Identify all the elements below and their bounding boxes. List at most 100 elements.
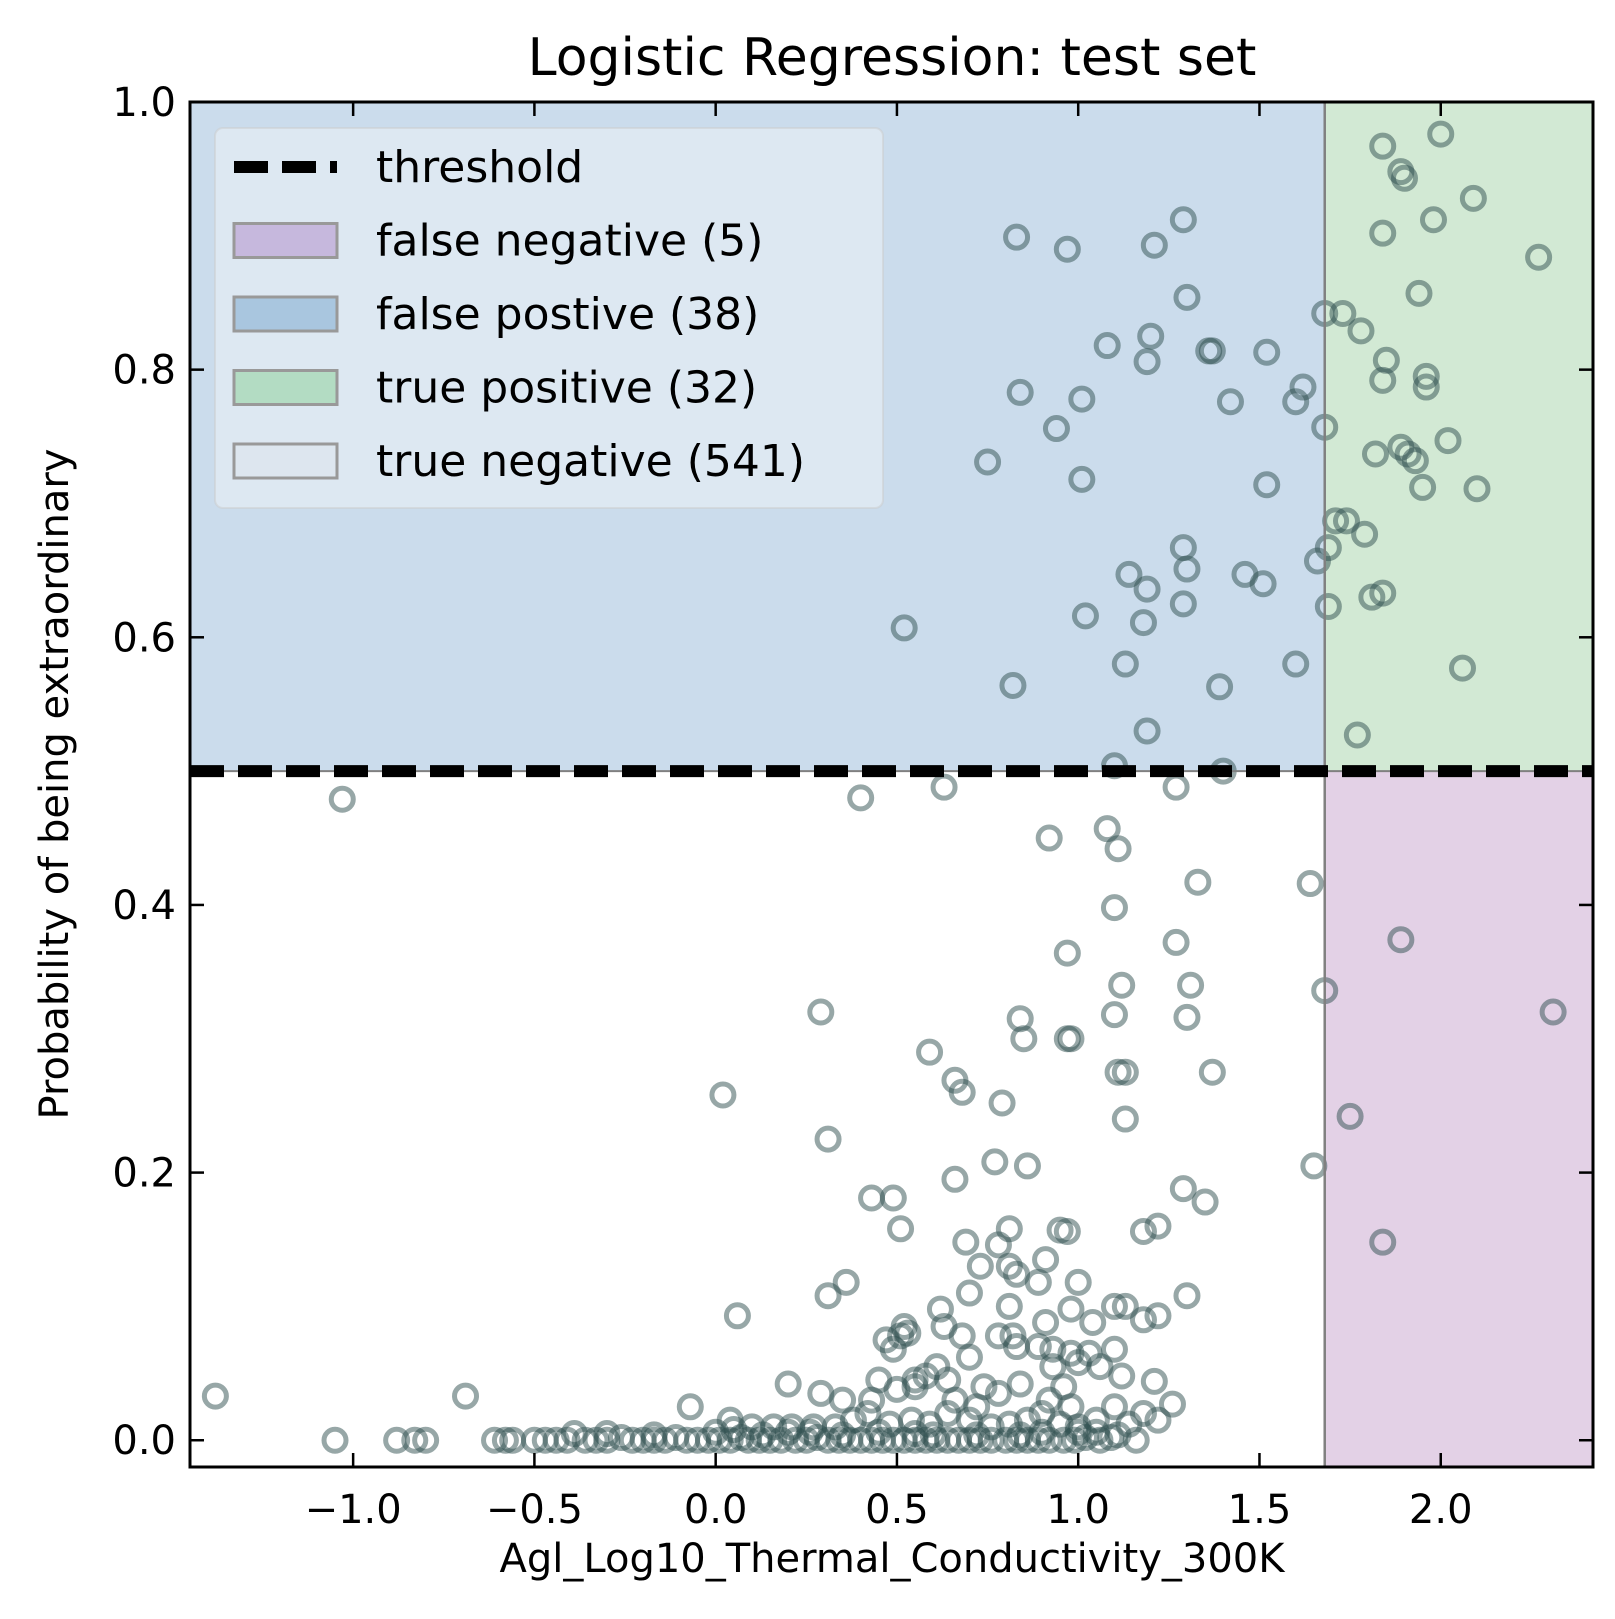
data-point <box>1463 475 1491 503</box>
data-point <box>948 1078 976 1106</box>
legend-swatch <box>232 442 339 480</box>
data-point <box>1206 673 1234 701</box>
data-point <box>1390 164 1418 192</box>
data-point <box>955 1279 983 1307</box>
legend-label: false negative (5) <box>376 216 763 267</box>
y-tick-label: 0.0 <box>112 1418 176 1464</box>
legend-label: threshold <box>376 142 583 193</box>
data-point <box>1006 1370 1034 1398</box>
data-point <box>1057 1025 1085 1053</box>
data-point <box>1100 1292 1128 1320</box>
data-point <box>1198 337 1226 365</box>
data-point <box>858 1386 886 1414</box>
data-point <box>640 1421 668 1449</box>
data-point <box>709 1081 737 1109</box>
data-point <box>1100 1001 1128 1029</box>
legend-label: false postive (38) <box>376 289 759 340</box>
data-point <box>1100 894 1128 922</box>
data-point <box>1111 1058 1139 1086</box>
data-point <box>963 1393 991 1421</box>
legend: threshold false negative (5) false postive… <box>214 127 884 509</box>
data-point <box>553 1426 581 1454</box>
data-point <box>1394 440 1422 468</box>
data-point <box>1158 1390 1186 1418</box>
data-point <box>1100 1335 1128 1363</box>
data-point <box>1068 465 1096 493</box>
data-point <box>984 1231 1012 1259</box>
data-point <box>974 448 1002 476</box>
x-axis-ticks: −1.0 −0.5 0.0 0.5 1.0 1.5 2.0 <box>305 102 1473 1533</box>
data-point <box>1216 388 1244 416</box>
data-point <box>1144 1302 1172 1330</box>
data-point <box>1035 824 1063 852</box>
data-point <box>383 1426 411 1454</box>
data-point <box>676 1393 704 1421</box>
data-point <box>401 1426 429 1454</box>
data-point <box>1053 235 1081 263</box>
data-point <box>916 1038 944 1066</box>
data-point <box>702 1418 730 1446</box>
data-point <box>1064 1349 1092 1377</box>
data-point <box>1459 184 1487 212</box>
x-tick-label: 0.0 <box>684 1487 748 1533</box>
data-point <box>1296 870 1324 898</box>
chart-title: Logistic Regression: test set <box>528 28 1257 88</box>
data-point <box>1173 1003 1201 1031</box>
data-point <box>1169 1175 1197 1203</box>
data-point <box>941 1165 969 1193</box>
data-point <box>1071 602 1099 630</box>
data-point <box>1042 415 1070 443</box>
data-point <box>1108 1362 1136 1390</box>
data-point <box>1093 815 1121 843</box>
data-point <box>1332 507 1360 535</box>
data-point <box>1412 362 1440 390</box>
data-point <box>1039 1353 1067 1381</box>
data-point <box>201 1382 229 1410</box>
data-point <box>963 1421 991 1449</box>
data-point <box>1079 1308 1107 1336</box>
x-tick-label: 2.0 <box>1409 1487 1473 1533</box>
data-point <box>807 998 835 1026</box>
data-point <box>887 1215 915 1243</box>
data-point <box>1115 560 1143 588</box>
data-point <box>1343 721 1371 749</box>
data-point <box>847 784 875 812</box>
data-point <box>966 1252 994 1280</box>
data-point <box>814 1125 842 1153</box>
legend-box <box>214 127 884 509</box>
data-point <box>1032 1246 1060 1274</box>
data-point <box>1314 593 1342 621</box>
data-point <box>1434 427 1462 455</box>
data-point <box>1361 440 1389 468</box>
data-point <box>1137 322 1165 350</box>
y-tick-label: 0.8 <box>112 348 176 394</box>
data-point <box>1314 534 1342 562</box>
threshold-lines <box>190 102 1593 1467</box>
data-point <box>1133 348 1161 376</box>
x-tick-label: 1.5 <box>1228 1487 1292 1533</box>
y-tick-label: 0.2 <box>112 1151 176 1197</box>
data-point <box>1013 1152 1041 1180</box>
data-point <box>988 1089 1016 1117</box>
data-point <box>883 1375 911 1403</box>
data-point <box>829 1421 857 1449</box>
data-point <box>1347 317 1375 345</box>
data-point <box>1448 654 1476 682</box>
data-point <box>1104 835 1132 863</box>
data-point <box>879 1335 907 1363</box>
data-point <box>1289 373 1317 401</box>
data-point <box>321 1426 349 1454</box>
data-point <box>977 1426 1005 1454</box>
data-point <box>952 1228 980 1256</box>
data-point <box>901 1373 929 1401</box>
legend-swatch <box>232 222 339 259</box>
data-point <box>593 1420 621 1448</box>
data-point <box>1336 1102 1364 1130</box>
data-point <box>1177 971 1205 999</box>
legend-label: true positive (32) <box>376 363 757 414</box>
data-point <box>1144 1406 1172 1434</box>
data-point <box>1129 1306 1157 1334</box>
plot-frame <box>188 100 1595 1469</box>
data-point <box>1057 1295 1085 1323</box>
